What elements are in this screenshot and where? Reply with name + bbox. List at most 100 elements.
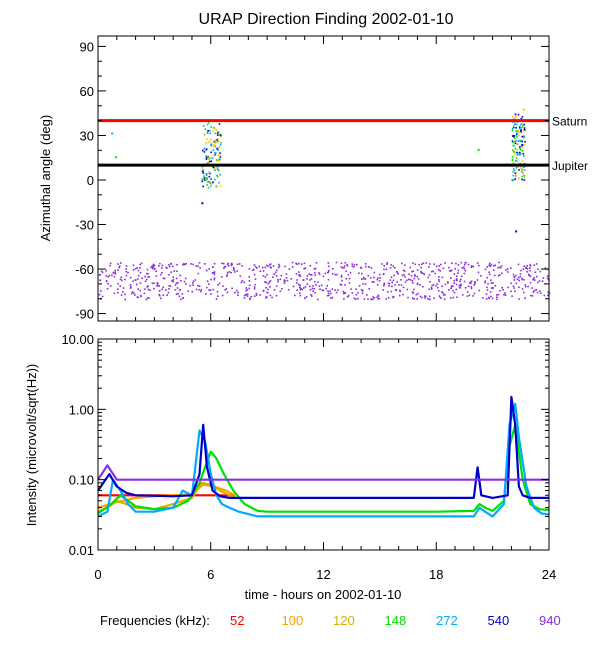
band-940-point — [515, 274, 517, 277]
band-940-point — [131, 291, 134, 293]
band-940-point — [254, 278, 257, 280]
band-940-point — [174, 289, 177, 291]
band-940-point — [489, 264, 492, 267]
cluster-2-point — [523, 123, 525, 126]
cluster-2-point — [514, 147, 516, 150]
band-940-point — [470, 266, 473, 268]
band-940-point — [403, 270, 406, 272]
band-940-point — [492, 269, 495, 271]
band-940-point — [368, 288, 370, 290]
band-940-point — [147, 285, 149, 287]
band-940-point — [547, 291, 549, 293]
cluster-1-point — [210, 185, 212, 187]
band-940-point — [212, 288, 215, 291]
cluster-1-point — [213, 145, 215, 148]
cluster-2-point — [523, 155, 525, 157]
cluster-2-point — [519, 153, 522, 155]
band-940-point — [497, 266, 499, 269]
band-940-point — [139, 289, 141, 292]
band-940-point — [233, 269, 235, 271]
band-940-point — [373, 276, 375, 279]
band-940-point — [147, 273, 149, 275]
band-940-point — [153, 264, 156, 266]
band-940-point — [185, 263, 187, 265]
cluster-1-point — [213, 126, 215, 129]
cluster-1-point — [216, 134, 219, 136]
cluster-1-point — [206, 132, 209, 135]
band-940-point — [358, 272, 360, 274]
cluster-1-point — [218, 181, 220, 184]
band-940-point — [275, 285, 278, 287]
band-940-point — [118, 266, 120, 269]
bottom-ytick-label: 0.10 — [69, 473, 94, 488]
top-ytick-label: -60 — [75, 262, 94, 277]
band-940-point — [392, 296, 394, 299]
band-940-point — [467, 263, 470, 266]
band-940-point — [378, 273, 381, 276]
band-940-point — [453, 291, 456, 294]
band-940-point — [269, 294, 272, 297]
band-940-point — [490, 282, 493, 284]
band-940-point — [482, 297, 484, 299]
cluster-2-point — [514, 142, 517, 145]
band-940-point — [208, 268, 210, 270]
cluster-1-point — [216, 141, 219, 144]
cluster-2-point — [520, 118, 523, 120]
band-940-point — [291, 266, 294, 268]
band-940-point — [462, 266, 465, 269]
band-940-point — [347, 294, 350, 297]
band-940-point — [428, 298, 431, 301]
band-940-point — [109, 285, 112, 287]
band-940-point — [382, 284, 385, 287]
bottom-panel: 10.00 1.00 0.10 0.010 6 12 18 24 Intensity (mic… — [24, 332, 556, 602]
band-940-point — [365, 265, 367, 268]
cluster-1-point — [218, 160, 221, 162]
cluster-2-point — [515, 157, 518, 159]
band-940-point — [456, 296, 458, 298]
band-940-point — [268, 281, 271, 283]
band-940-point — [185, 277, 187, 280]
cluster-1-point — [205, 174, 208, 176]
band-940-point — [292, 285, 295, 288]
band-940-point — [437, 290, 440, 292]
band-940-point — [168, 273, 170, 276]
band-940-point — [165, 266, 167, 269]
cluster-2-point — [514, 117, 517, 119]
cluster-2-point — [512, 168, 515, 170]
band-940-point — [491, 297, 494, 300]
band-940-point — [442, 294, 445, 296]
band-940-point — [249, 297, 251, 300]
band-940-point — [334, 273, 337, 276]
band-940-point — [275, 294, 278, 297]
band-940-point — [237, 294, 239, 296]
band-940-point — [364, 283, 367, 285]
cluster-2-point — [515, 134, 518, 137]
bottom-axis-ticks: 10.00 1.00 0.10 0.010 6 12 18 24 — [61, 332, 556, 582]
band-940-point — [470, 286, 473, 288]
band-940-point — [485, 293, 488, 296]
band-940-point — [361, 289, 364, 292]
band-940-point — [309, 285, 311, 288]
band-940-point — [130, 286, 132, 288]
cluster-2-point — [512, 135, 514, 137]
band-940-point — [217, 295, 219, 297]
band-940-point — [281, 288, 283, 290]
band-940-point — [493, 274, 496, 277]
band-940-point — [496, 296, 498, 298]
band-940-point — [172, 280, 174, 283]
band-940-point — [465, 261, 467, 264]
band-940-point — [486, 276, 488, 279]
band-940-point — [516, 278, 519, 281]
band-940-point — [448, 289, 450, 291]
band-940-point — [344, 261, 346, 264]
band-940-point — [394, 267, 396, 269]
band-940-point — [544, 283, 546, 285]
top-ytick-label: 30 — [80, 128, 94, 143]
band-940-point — [310, 278, 313, 280]
band-940-point — [500, 265, 503, 267]
cluster-1-point — [203, 179, 206, 181]
band-940-point — [335, 291, 338, 294]
bottom-xtick-label: 6 — [207, 567, 214, 582]
band-940-point — [536, 291, 539, 294]
band-940-point — [195, 288, 198, 291]
